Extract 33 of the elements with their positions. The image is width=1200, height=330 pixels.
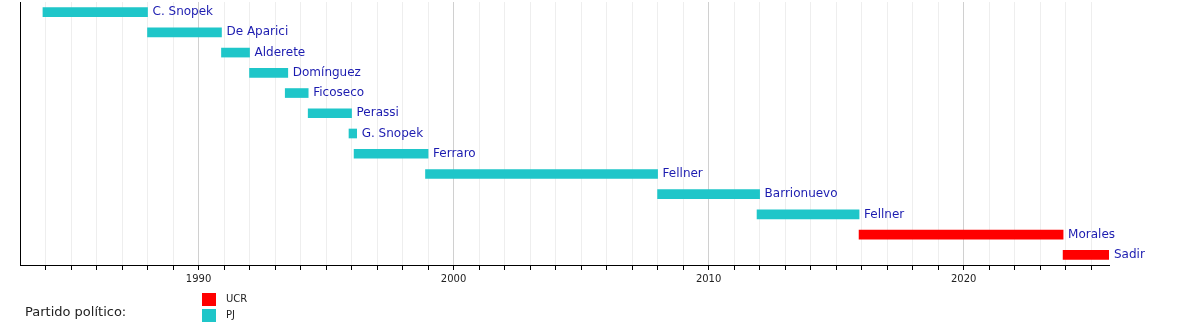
bar (249, 67, 289, 78)
bar (425, 169, 658, 179)
bar (657, 189, 760, 200)
y-tick-label: De Aparici (226, 24, 289, 39)
bar (307, 108, 352, 119)
y-tick-label: G. Snopek (361, 125, 424, 140)
bar (858, 229, 1064, 240)
bar (348, 128, 357, 139)
y-tick-label: Ferraro (433, 145, 476, 160)
legend-title: Partido político: (25, 304, 127, 319)
y-tick-label: Barrionuevo (764, 186, 838, 201)
x-tick-label: 2020 (950, 272, 977, 284)
legend-label: UCR (225, 292, 248, 306)
y-tick-label: Fellner (662, 166, 703, 181)
legend-label: PJ (225, 308, 235, 322)
bar (42, 7, 148, 17)
bar (353, 148, 429, 159)
x-tick-label: 1990 (185, 272, 212, 284)
bar (284, 88, 309, 98)
y-tick-label: Alderete (254, 44, 306, 59)
y-tick-label: Ficoseco (313, 85, 365, 100)
y-tick-label: Perassi (356, 105, 399, 120)
x-tick-label: 2010 (695, 272, 722, 284)
y-tick-label: C. Snopek (152, 4, 214, 19)
y-tick-label: Morales (1068, 226, 1116, 241)
y-tick-label: Sadir (1114, 247, 1145, 262)
bar (221, 47, 250, 58)
bar (147, 27, 222, 38)
bar (756, 209, 860, 220)
y-tick-label: Fellner (864, 206, 905, 221)
x-tick-label: 2000 (440, 272, 467, 284)
y-tick-label: Domínguez (292, 64, 361, 79)
bar (1062, 250, 1109, 260)
